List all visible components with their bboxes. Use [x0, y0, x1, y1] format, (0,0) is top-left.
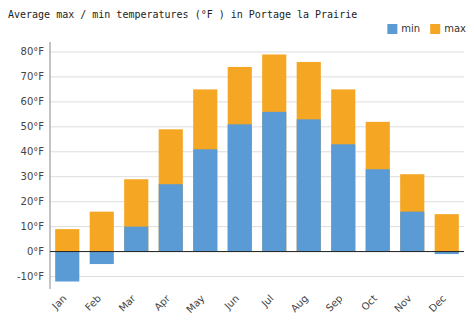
x-tick-label: Nov	[392, 293, 414, 315]
bar	[159, 184, 183, 251]
bars	[55, 54, 459, 281]
y-tick-label: 50°F	[21, 121, 45, 132]
grid-line	[50, 151, 464, 152]
x-tick-label: Feb	[83, 293, 103, 313]
y-tick-label: 0°F	[27, 246, 44, 257]
bar	[193, 149, 217, 251]
x-tick-label: Oct	[359, 293, 379, 313]
bar	[366, 169, 390, 251]
y-tick-label: 60°F	[21, 96, 45, 107]
grid-line	[50, 276, 464, 277]
y-tick-label: 80°F	[21, 46, 45, 57]
bar	[55, 252, 79, 282]
bar	[331, 144, 355, 251]
legend-label: min	[401, 23, 420, 34]
bar	[124, 227, 148, 252]
title: Average max / min temperatures (°F ) in …	[8, 9, 357, 20]
bar	[159, 129, 183, 251]
legend-swatch	[430, 24, 440, 34]
bar	[228, 124, 252, 251]
bar	[297, 62, 321, 252]
bar	[262, 54, 286, 251]
bar	[228, 67, 252, 252]
x-tick-label: Jan	[49, 293, 68, 312]
bar	[90, 252, 114, 264]
bar	[124, 179, 148, 251]
bar	[400, 212, 424, 252]
chart: -10°F 0°F 10°F 20°F 30°F 40°F 50°F 60°F 70°F 80°F…	[0, 0, 474, 331]
y-tick-label: 40°F	[21, 146, 45, 157]
bar	[193, 89, 217, 251]
bar	[297, 119, 321, 251]
legend-label: max	[444, 23, 466, 34]
x-tick-label: Apr	[152, 292, 173, 313]
x-tick-label: Aug	[289, 293, 311, 315]
bar	[400, 174, 424, 251]
x-tick-label: Mar	[117, 292, 139, 314]
y-tick-label: -10°F	[17, 271, 44, 282]
legend-swatch	[387, 24, 397, 34]
grid-line	[50, 126, 464, 127]
legend: max min	[387, 23, 466, 34]
x-tick-label: Jul	[259, 293, 276, 310]
grid-line	[50, 251, 464, 252]
grid-line	[50, 76, 464, 77]
y-axis: -10°F 0°F 10°F 20°F 30°F 40°F 50°F 60°F 70°F 80°F	[17, 42, 50, 289]
y-tick-label: 70°F	[21, 71, 45, 82]
x-tick-label: Dec	[427, 293, 448, 314]
grid-line	[50, 51, 464, 52]
y-tick-label: 20°F	[21, 196, 45, 207]
bar	[262, 112, 286, 252]
baseline	[50, 251, 464, 252]
x-tick-label: May	[184, 293, 206, 315]
bar	[435, 214, 459, 251]
x-axis: Jan Feb Mar Apr May Jun Jul Aug Sep Oct Nov Dec	[49, 292, 448, 315]
grid-line	[50, 101, 464, 102]
bar	[366, 122, 390, 252]
x-tick-label: Jun	[222, 293, 242, 313]
bar	[90, 212, 114, 252]
y-tick-label: 10°F	[21, 221, 45, 232]
y-tick-label: 30°F	[21, 171, 45, 182]
x-tick-label: Sep	[324, 293, 345, 314]
bar	[55, 229, 79, 251]
grid	[50, 52, 464, 277]
bar	[331, 89, 355, 251]
